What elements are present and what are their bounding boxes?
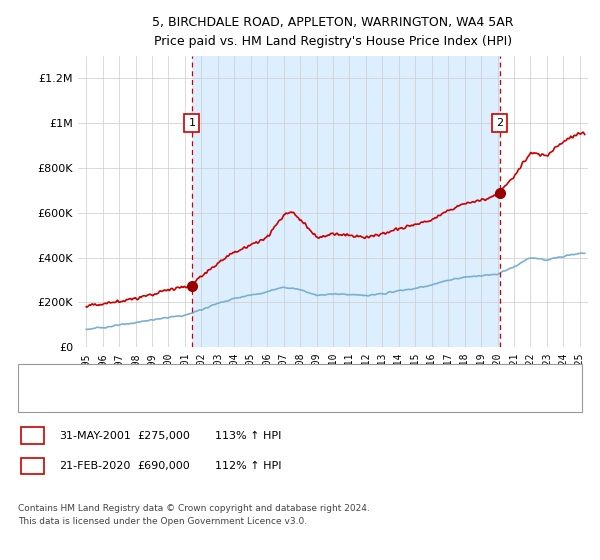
Text: 1: 1 [188, 118, 196, 128]
Text: 31-MAY-2001: 31-MAY-2001 [59, 431, 131, 441]
Bar [192, 56, 500, 347]
Text: 5, BIRCHDALE ROAD, APPLETON, WARRINGTON, WA4 5AR (detached house): 5, BIRCHDALE ROAD, APPLETON, WARRINGTON,… [75, 372, 469, 382]
Text: 113% ↑ HPI: 113% ↑ HPI [215, 431, 281, 441]
Text: 21-FEB-2020: 21-FEB-2020 [59, 461, 130, 471]
Text: £690,000: £690,000 [137, 461, 190, 471]
Text: Contains HM Land Registry data © Crown copyright and database right 2024.
This d: Contains HM Land Registry data © Crown c… [18, 504, 370, 525]
Text: 112% ↑ HPI: 112% ↑ HPI [215, 461, 281, 471]
Text: 2: 2 [496, 118, 503, 128]
Text: £275,000: £275,000 [137, 431, 190, 441]
Text: HPI: Average price, detached house, Warrington: HPI: Average price, detached house, Warr… [75, 393, 326, 403]
Text: 2: 2 [29, 459, 36, 473]
Title: 5, BIRCHDALE ROAD, APPLETON, WARRINGTON, WA4 5AR
Price paid vs. HM Land Registry: 5, BIRCHDALE ROAD, APPLETON, WARRINGTON,… [152, 16, 514, 48]
Text: 1: 1 [29, 429, 36, 442]
